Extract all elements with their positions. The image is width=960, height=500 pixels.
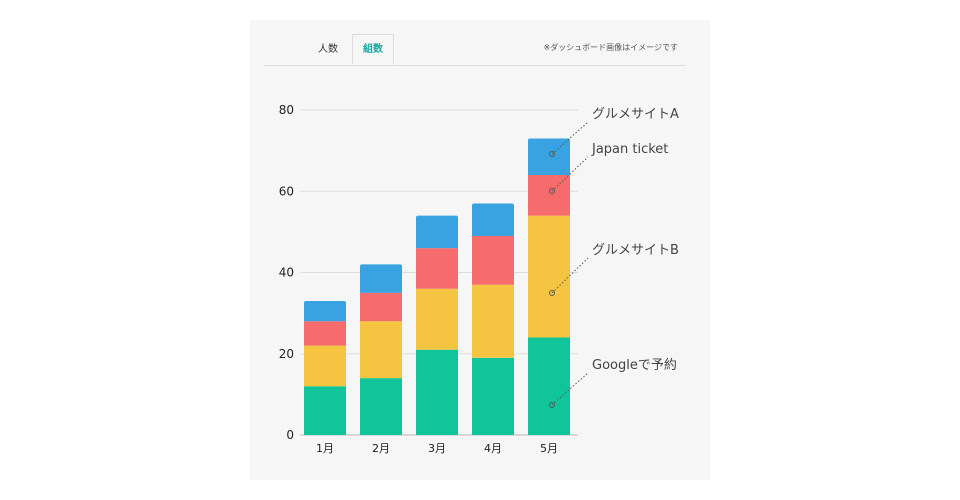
tab-people[interactable]: 人数 <box>318 44 338 55</box>
bar-segment <box>360 292 402 322</box>
bar-segment <box>360 264 402 293</box>
legend-marker <box>549 151 555 157</box>
y-tick-label: 20 <box>279 347 294 361</box>
bar-segment <box>360 321 402 379</box>
bar-segment <box>528 138 570 175</box>
bar-segment <box>528 175 570 216</box>
legend-label: Googleで予約 <box>592 358 677 373</box>
legend-marker <box>549 188 555 194</box>
x-tick-label: 5月 <box>540 442 558 455</box>
bar-segment <box>528 337 570 435</box>
tab-groups[interactable]: 組数 <box>352 34 394 65</box>
legend-marker <box>549 290 555 296</box>
bar-segment <box>304 321 346 346</box>
bar-segment <box>304 345 346 387</box>
y-tick-label: 60 <box>279 184 294 198</box>
legend-marker <box>549 402 555 408</box>
legend-label: グルメサイトA <box>592 107 679 122</box>
bar-segment <box>304 300 346 322</box>
bar-segment <box>416 215 458 249</box>
x-tick-label: 2月 <box>372 442 390 455</box>
legend-leader-line <box>551 372 589 406</box>
bar-segment <box>360 378 402 435</box>
bar-segment <box>528 215 570 338</box>
y-tick-label: 40 <box>279 266 294 280</box>
bars <box>304 138 570 435</box>
y-axis: 0 20 40 60 80 <box>279 103 294 442</box>
bar-segment <box>472 284 514 358</box>
bar-segment <box>472 235 514 285</box>
bar-segment <box>472 357 514 435</box>
legend-leader-line <box>551 156 589 192</box>
image-note: ※ダッシュボード画像はイメージです <box>543 43 678 52</box>
bar-segment <box>304 386 346 435</box>
x-tick-label: 3月 <box>428 442 446 455</box>
tab-bar: 人数 組数 ※ダッシュボード画像はイメージです <box>264 34 686 66</box>
x-tick-label: 4月 <box>484 442 502 455</box>
x-axis: 1月 2月 3月 4月 5月 <box>316 442 558 455</box>
x-tick-label: 1月 <box>316 442 334 455</box>
bar-segment <box>416 349 458 435</box>
bar-segment <box>416 288 458 350</box>
bar-segment <box>472 203 514 236</box>
legend-label: グルメサイトB <box>592 243 679 258</box>
y-tick-label: 0 <box>286 428 294 442</box>
legend-label: Japan ticket <box>591 142 668 157</box>
legend-leader-line <box>551 257 589 294</box>
y-tick-label: 80 <box>279 103 294 117</box>
bar-segment <box>416 248 458 289</box>
legend-leader-line <box>551 121 589 155</box>
